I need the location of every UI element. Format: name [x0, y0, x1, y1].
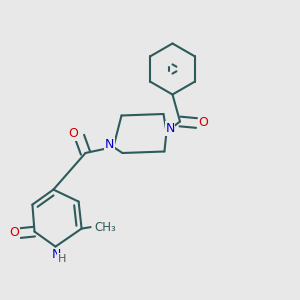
Text: O: O: [198, 116, 208, 130]
Text: CH₃: CH₃: [93, 220, 115, 233]
Text: H: H: [58, 254, 66, 264]
Text: N: N: [105, 137, 115, 151]
Text: CH₃: CH₃: [94, 220, 116, 234]
Text: N: N: [165, 122, 175, 135]
Text: O: O: [68, 127, 78, 140]
Text: O: O: [9, 226, 19, 239]
Text: N: N: [52, 248, 61, 262]
